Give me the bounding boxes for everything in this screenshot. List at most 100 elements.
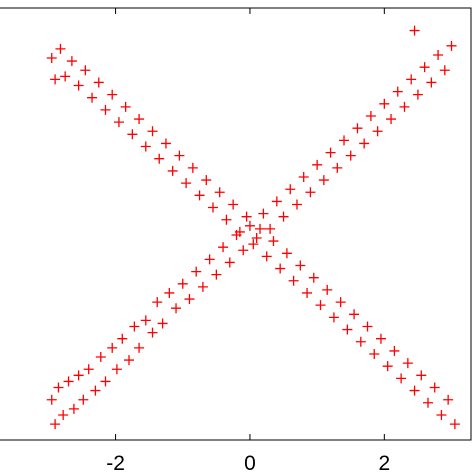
point	[191, 266, 202, 277]
point	[58, 409, 69, 420]
point	[278, 211, 289, 222]
point	[362, 321, 373, 332]
point	[365, 111, 376, 121]
point	[406, 74, 417, 85]
point	[228, 199, 239, 210]
plot-frame	[0, 7, 472, 441]
point	[113, 117, 124, 128]
point	[399, 101, 410, 112]
point	[379, 98, 390, 109]
point	[60, 71, 71, 82]
point	[268, 236, 279, 247]
point	[449, 419, 460, 430]
point	[332, 162, 343, 173]
point	[124, 355, 135, 366]
point	[426, 77, 437, 88]
point	[328, 312, 339, 323]
point	[392, 86, 403, 97]
point	[78, 394, 89, 405]
point	[322, 284, 333, 295]
point	[443, 394, 454, 405]
point	[211, 269, 222, 280]
point	[111, 364, 122, 375]
x-tick-label: 0	[244, 452, 256, 474]
point	[325, 147, 336, 158]
point	[95, 352, 106, 363]
point	[140, 141, 151, 152]
point	[218, 242, 229, 253]
point	[157, 318, 168, 329]
point	[359, 138, 370, 149]
point	[73, 80, 84, 91]
point	[66, 56, 77, 67]
point	[221, 214, 232, 225]
point	[152, 297, 163, 308]
point	[419, 62, 430, 73]
point	[372, 126, 383, 137]
point	[281, 248, 292, 259]
point	[164, 287, 175, 298]
point	[63, 376, 74, 387]
point	[134, 114, 145, 125]
point	[53, 382, 64, 393]
point	[409, 25, 420, 36]
point	[80, 65, 91, 76]
point	[352, 123, 363, 134]
point	[302, 287, 313, 298]
point	[382, 361, 393, 372]
point	[248, 239, 259, 250]
point	[68, 403, 79, 414]
point	[90, 385, 101, 396]
point	[204, 254, 215, 265]
point	[167, 165, 178, 176]
point	[214, 187, 225, 198]
point	[291, 199, 302, 210]
point	[271, 196, 282, 207]
point	[416, 370, 427, 381]
point	[439, 65, 450, 76]
point	[93, 77, 104, 88]
point	[50, 74, 61, 85]
point	[446, 40, 457, 51]
point	[154, 153, 165, 164]
point	[305, 187, 316, 198]
point	[140, 315, 151, 326]
point	[100, 376, 111, 387]
point	[147, 327, 158, 338]
point	[127, 129, 138, 140]
point	[83, 364, 94, 375]
point	[402, 358, 413, 369]
point	[275, 263, 286, 274]
point	[171, 303, 182, 314]
point	[194, 190, 205, 201]
point	[197, 281, 208, 292]
point	[386, 114, 397, 125]
x-tick-label: 2	[378, 452, 390, 474]
point	[46, 53, 57, 64]
point	[207, 202, 218, 213]
point	[201, 175, 212, 186]
point	[181, 178, 192, 189]
point	[298, 172, 309, 183]
point	[389, 345, 400, 356]
point	[55, 43, 66, 54]
point	[241, 211, 252, 222]
point	[160, 138, 171, 149]
point	[422, 397, 433, 408]
point	[117, 333, 128, 344]
point	[339, 135, 350, 146]
point	[107, 342, 118, 353]
point	[174, 150, 185, 161]
point	[315, 300, 326, 311]
point	[258, 208, 269, 219]
x-tick-label: -2	[106, 452, 125, 474]
point	[187, 162, 198, 173]
point	[107, 89, 118, 100]
point	[261, 251, 272, 262]
point	[335, 297, 346, 308]
point	[375, 333, 386, 344]
point	[429, 382, 440, 393]
point	[238, 245, 249, 256]
point	[342, 324, 353, 335]
